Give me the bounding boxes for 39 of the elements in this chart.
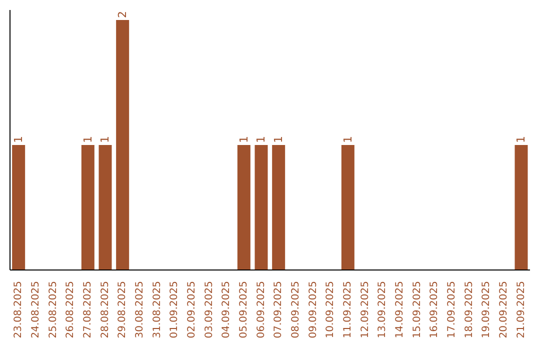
- data-label: 1: [98, 136, 112, 143]
- x-tick-label: 09.09.2025: [308, 281, 319, 338]
- x-tick-label: 29.08.2025: [117, 281, 128, 338]
- x-tick-label: 17.09.2025: [446, 281, 458, 338]
- data-label: 1: [81, 136, 94, 143]
- x-tick-label: 20.09.2025: [498, 281, 510, 338]
- x-tick-label: 28.08.2025: [100, 281, 111, 338]
- x-tick-label: 07.09.2025: [273, 281, 284, 338]
- data-label: 1: [12, 136, 26, 143]
- x-tick-label: 15.09.2025: [412, 281, 423, 338]
- x-tick-label: 25.08.2025: [48, 281, 59, 338]
- x-tick-label: 16.09.2025: [429, 281, 440, 338]
- x-tick-label: 19.09.2025: [481, 281, 492, 338]
- x-tick-label: 21.09.2025: [516, 281, 527, 338]
- data-label: 1: [514, 136, 528, 143]
- x-tick-label: 14.09.2025: [394, 281, 406, 338]
- x-tick-label: 02.09.2025: [186, 281, 198, 338]
- data-label: 1: [254, 136, 268, 143]
- x-tick-label: 31.08.2025: [152, 281, 163, 338]
- x-tick-label: 12.09.2025: [360, 281, 371, 338]
- x-tick-label: 06.09.2025: [256, 281, 267, 338]
- x-tick-label: 13.09.2025: [377, 281, 388, 338]
- x-tick-label: 26.08.2025: [65, 281, 76, 338]
- x-tick-label: 03.09.2025: [204, 281, 215, 338]
- x-tick-label: 18.09.2025: [464, 281, 475, 338]
- data-label: 1: [272, 136, 286, 143]
- x-tick-label: 27.08.2025: [82, 281, 94, 338]
- x-tick-label: 30.08.2025: [134, 281, 146, 338]
- x-tick-label: 04.09.2025: [221, 281, 232, 338]
- x-tick-label: 11.09.2025: [342, 281, 354, 338]
- data-label: 2: [116, 11, 130, 18]
- x-tick-label: 10.09.2025: [325, 281, 336, 338]
- data-label: 1: [237, 136, 250, 143]
- x-tick-label: 24.08.2025: [30, 281, 42, 338]
- x-tick-label: 01.09.2025: [169, 281, 180, 338]
- data-label: 1: [341, 136, 354, 143]
- x-tick-label: 23.08.2025: [13, 281, 24, 338]
- x-tick-label: 08.09.2025: [290, 281, 302, 338]
- x-tick-label: 05.09.2025: [238, 281, 250, 338]
